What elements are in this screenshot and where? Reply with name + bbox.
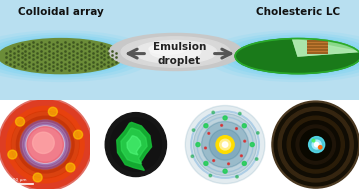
Bar (307, 51, 328, 52)
Circle shape (204, 124, 208, 128)
Circle shape (272, 101, 359, 188)
Polygon shape (293, 39, 359, 56)
Circle shape (74, 130, 83, 139)
Circle shape (236, 175, 238, 178)
Circle shape (241, 155, 242, 157)
Circle shape (283, 112, 349, 177)
Circle shape (318, 146, 322, 149)
Circle shape (222, 142, 228, 147)
Circle shape (208, 132, 210, 134)
Circle shape (223, 116, 227, 120)
Bar (307, 52, 328, 54)
Circle shape (300, 129, 331, 160)
Bar (307, 42, 328, 43)
Circle shape (296, 125, 335, 164)
Circle shape (134, 40, 217, 64)
Circle shape (216, 136, 234, 153)
Circle shape (33, 132, 54, 153)
Polygon shape (127, 136, 141, 155)
Circle shape (0, 39, 124, 74)
Bar (307, 45, 328, 46)
Text: Colloidal array: Colloidal array (18, 6, 104, 16)
Circle shape (292, 121, 340, 169)
Wedge shape (293, 39, 359, 56)
Circle shape (278, 107, 353, 182)
Circle shape (209, 129, 241, 160)
Circle shape (0, 30, 154, 82)
Circle shape (213, 160, 215, 161)
Circle shape (205, 147, 206, 149)
Circle shape (238, 112, 241, 115)
Bar (307, 43, 328, 45)
Circle shape (194, 113, 257, 176)
Circle shape (201, 122, 249, 168)
Circle shape (255, 158, 258, 160)
Bar (307, 49, 328, 51)
Circle shape (236, 128, 237, 129)
Circle shape (257, 132, 259, 134)
Circle shape (244, 140, 246, 142)
Polygon shape (117, 122, 151, 170)
Circle shape (185, 105, 265, 184)
Circle shape (212, 111, 214, 114)
Circle shape (209, 174, 212, 177)
Circle shape (287, 116, 344, 173)
Circle shape (309, 137, 325, 153)
Circle shape (220, 139, 230, 150)
Circle shape (312, 140, 321, 149)
Circle shape (150, 45, 201, 59)
Circle shape (314, 142, 319, 147)
Circle shape (0, 37, 130, 75)
Bar (307, 46, 328, 48)
Circle shape (250, 143, 254, 147)
Circle shape (105, 113, 167, 177)
Circle shape (274, 103, 357, 186)
Circle shape (229, 37, 359, 75)
Circle shape (192, 129, 195, 131)
Circle shape (8, 150, 17, 159)
Circle shape (27, 127, 63, 162)
Circle shape (121, 37, 230, 67)
Text: Cholesteric LC: Cholesteric LC (256, 6, 340, 16)
Circle shape (15, 117, 24, 126)
Circle shape (221, 124, 223, 126)
Circle shape (110, 118, 162, 171)
Circle shape (223, 169, 227, 173)
Circle shape (0, 33, 145, 80)
Text: c: c (4, 101, 8, 106)
Circle shape (204, 161, 208, 165)
Circle shape (191, 155, 194, 157)
Circle shape (235, 39, 359, 74)
Circle shape (66, 163, 75, 172)
Circle shape (242, 124, 246, 128)
Bar (307, 40, 328, 42)
Circle shape (33, 173, 42, 182)
Circle shape (0, 35, 137, 77)
Circle shape (228, 163, 229, 165)
Circle shape (222, 35, 359, 77)
Circle shape (149, 44, 186, 54)
Circle shape (48, 107, 57, 116)
Text: 100 μm: 100 μm (10, 178, 27, 182)
Circle shape (242, 161, 246, 165)
Bar (307, 48, 328, 49)
Circle shape (312, 139, 315, 142)
Polygon shape (121, 128, 147, 164)
Circle shape (205, 30, 359, 82)
Circle shape (109, 33, 242, 70)
Circle shape (196, 143, 200, 147)
Text: Emulsion
droplet: Emulsion droplet (153, 43, 206, 66)
Circle shape (214, 33, 359, 80)
